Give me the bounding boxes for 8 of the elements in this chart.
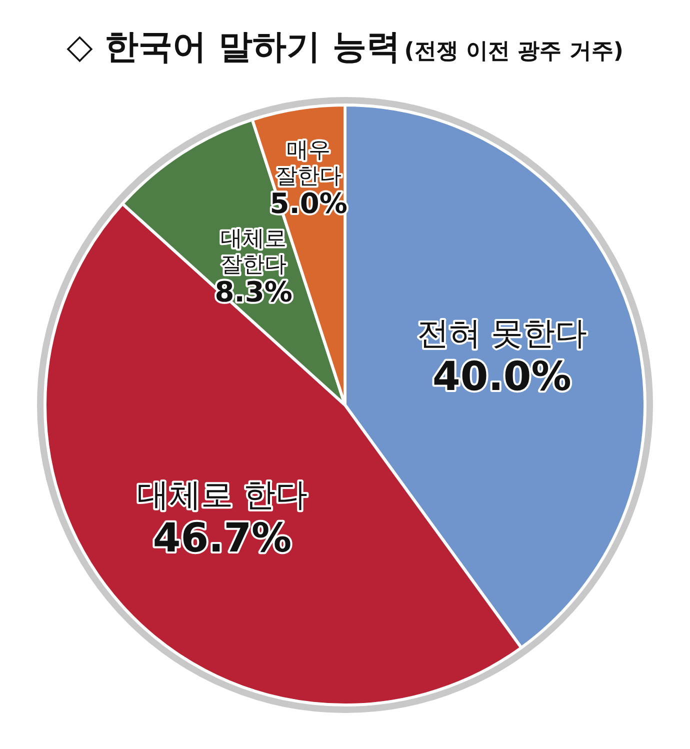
title: ◇ 한국어 말하기 능력	[66, 27, 400, 67]
subtitle: (전쟁 이전 광주 거주)	[404, 39, 624, 64]
data-label: 40.0%	[432, 354, 572, 400]
slice-label: 매우 잘한다	[276, 138, 342, 190]
slice-label: 대체로 잘한다	[220, 226, 287, 278]
slice-label: 대체로 한다	[137, 475, 308, 514]
data-label: 46.7%	[152, 515, 292, 562]
slice-label: 전혀 못한다	[416, 314, 588, 352]
